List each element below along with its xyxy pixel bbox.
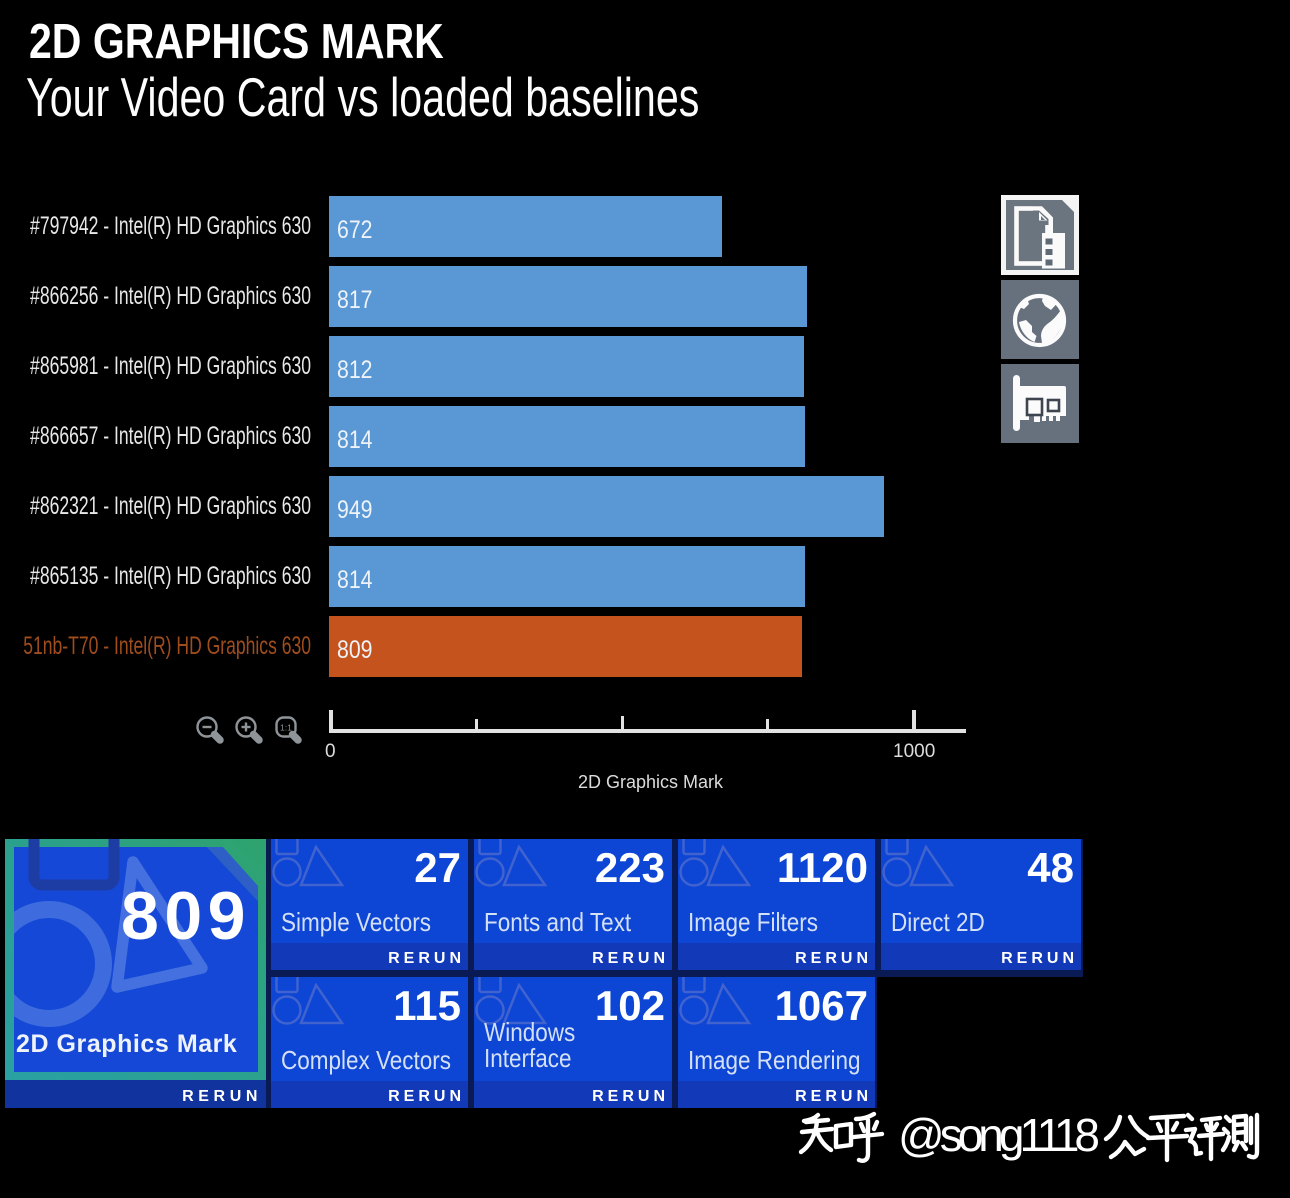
svg-text:@song1118: @song1118 xyxy=(898,1109,1100,1161)
svg-text:2D Graphics Mark: 2D Graphics Mark xyxy=(16,1030,237,1058)
svg-text:RERUN: RERUN xyxy=(182,1088,262,1105)
svg-text:1:1: 1:1 xyxy=(280,723,292,733)
svg-text:809: 809 xyxy=(121,878,251,954)
